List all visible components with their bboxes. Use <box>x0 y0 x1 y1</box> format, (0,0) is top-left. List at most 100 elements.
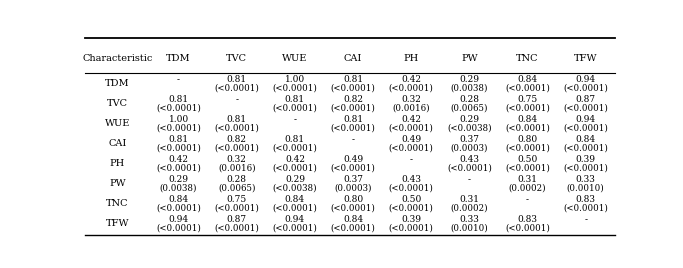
Text: (<0.0001): (<0.0001) <box>389 123 434 132</box>
Text: (<0.0001): (<0.0001) <box>331 123 376 132</box>
Text: 0.37: 0.37 <box>460 135 479 144</box>
Text: (<0.0001): (<0.0001) <box>331 203 376 213</box>
Text: 0.83: 0.83 <box>518 215 538 224</box>
Text: (0.0010): (0.0010) <box>451 224 488 232</box>
Text: (<0.0001): (<0.0001) <box>273 203 318 213</box>
Text: (<0.0001): (<0.0001) <box>331 163 376 172</box>
Text: 0.84: 0.84 <box>518 115 538 124</box>
Text: CAI: CAI <box>108 139 126 148</box>
Text: (<0.0001): (<0.0001) <box>505 224 550 232</box>
Text: 0.75: 0.75 <box>517 95 538 104</box>
Text: TVC: TVC <box>226 54 247 64</box>
Text: 0.80: 0.80 <box>343 195 363 204</box>
Text: (<0.0001): (<0.0001) <box>156 163 201 172</box>
Text: (<0.0001): (<0.0001) <box>273 224 318 232</box>
Text: 0.32: 0.32 <box>401 95 421 104</box>
Text: (<0.0001): (<0.0001) <box>389 224 434 232</box>
Text: (<0.0001): (<0.0001) <box>156 143 201 152</box>
Text: -: - <box>294 115 296 124</box>
Text: -: - <box>526 195 529 204</box>
Text: -: - <box>352 135 354 144</box>
Text: 0.32: 0.32 <box>227 155 247 164</box>
Text: 0.29: 0.29 <box>460 75 479 84</box>
Text: (<0.0001): (<0.0001) <box>331 103 376 112</box>
Text: Characteristic: Characteristic <box>82 54 152 64</box>
Text: 0.43: 0.43 <box>460 155 479 164</box>
Text: 1.00: 1.00 <box>169 115 189 124</box>
Text: (<0.0001): (<0.0001) <box>214 83 259 92</box>
Text: (<0.0001): (<0.0001) <box>563 83 608 92</box>
Text: 0.80: 0.80 <box>518 135 538 144</box>
Text: (<0.0001): (<0.0001) <box>447 163 492 172</box>
Text: (<0.0001): (<0.0001) <box>505 83 550 92</box>
Text: CAI: CAI <box>344 54 362 64</box>
Text: (0.0002): (0.0002) <box>451 203 488 213</box>
Text: (<0.0001): (<0.0001) <box>563 103 608 112</box>
Text: 0.84: 0.84 <box>576 135 596 144</box>
Text: -: - <box>584 215 587 224</box>
Text: 0.42: 0.42 <box>285 155 305 164</box>
Text: 0.28: 0.28 <box>227 175 247 184</box>
Text: (<0.0001): (<0.0001) <box>156 224 201 232</box>
Text: PH: PH <box>110 159 125 168</box>
Text: 0.50: 0.50 <box>517 155 538 164</box>
Text: -: - <box>235 95 238 104</box>
Text: 0.39: 0.39 <box>401 215 421 224</box>
Text: (0.0003): (0.0003) <box>334 183 372 192</box>
Text: 0.87: 0.87 <box>227 215 247 224</box>
Text: (<0.0001): (<0.0001) <box>563 143 608 152</box>
Text: (<0.0001): (<0.0001) <box>331 83 376 92</box>
Text: (<0.0001): (<0.0001) <box>563 163 608 172</box>
Text: 0.82: 0.82 <box>227 135 247 144</box>
Text: 0.31: 0.31 <box>460 195 479 204</box>
Text: 0.42: 0.42 <box>401 115 421 124</box>
Text: PH: PH <box>404 54 419 64</box>
Text: 0.82: 0.82 <box>343 95 363 104</box>
Text: 0.49: 0.49 <box>343 155 363 164</box>
Text: 0.50: 0.50 <box>401 195 421 204</box>
Text: 0.42: 0.42 <box>401 75 421 84</box>
Text: (<0.0001): (<0.0001) <box>214 224 259 232</box>
Text: (<0.0001): (<0.0001) <box>505 103 550 112</box>
Text: PW: PW <box>109 179 126 188</box>
Text: 0.94: 0.94 <box>576 115 596 124</box>
Text: (<0.0001): (<0.0001) <box>505 123 550 132</box>
Text: 0.31: 0.31 <box>518 175 538 184</box>
Text: (0.0038): (0.0038) <box>451 83 488 92</box>
Text: TFW: TFW <box>106 219 129 228</box>
Text: (<0.0001): (<0.0001) <box>273 163 318 172</box>
Text: TNC: TNC <box>516 54 539 64</box>
Text: (<0.0001): (<0.0001) <box>273 143 318 152</box>
Text: 0.42: 0.42 <box>169 155 189 164</box>
Text: TVC: TVC <box>107 99 128 108</box>
Text: (<0.0001): (<0.0001) <box>214 123 259 132</box>
Text: 0.49: 0.49 <box>401 135 421 144</box>
Text: -: - <box>468 175 471 184</box>
Text: (<0.0001): (<0.0001) <box>563 203 608 213</box>
Text: (<0.0001): (<0.0001) <box>389 143 434 152</box>
Text: WUE: WUE <box>104 119 130 128</box>
Text: (<0.0001): (<0.0001) <box>331 224 376 232</box>
Text: 0.43: 0.43 <box>401 175 421 184</box>
Text: (<0.0001): (<0.0001) <box>273 103 318 112</box>
Text: 0.33: 0.33 <box>460 215 479 224</box>
Text: (<0.0001): (<0.0001) <box>214 143 259 152</box>
Text: (<0.0001): (<0.0001) <box>156 203 201 213</box>
Text: (0.0002): (0.0002) <box>509 183 546 192</box>
Text: 0.81: 0.81 <box>343 115 363 124</box>
Text: (<0.0038): (<0.0038) <box>273 183 317 192</box>
Text: (<0.0001): (<0.0001) <box>505 163 550 172</box>
Text: 0.84: 0.84 <box>169 195 189 204</box>
Text: 0.75: 0.75 <box>227 195 247 204</box>
Text: (<0.0001): (<0.0001) <box>273 83 318 92</box>
Text: (0.0003): (0.0003) <box>451 143 488 152</box>
Text: (0.0016): (0.0016) <box>218 163 255 172</box>
Text: -: - <box>410 155 413 164</box>
Text: WUE: WUE <box>282 54 307 64</box>
Text: TNC: TNC <box>106 199 128 208</box>
Text: (<0.0001): (<0.0001) <box>156 123 201 132</box>
Text: (<0.0001): (<0.0001) <box>156 103 201 112</box>
Text: (<0.0001): (<0.0001) <box>389 83 434 92</box>
Text: 0.81: 0.81 <box>169 135 189 144</box>
Text: 0.84: 0.84 <box>518 75 538 84</box>
